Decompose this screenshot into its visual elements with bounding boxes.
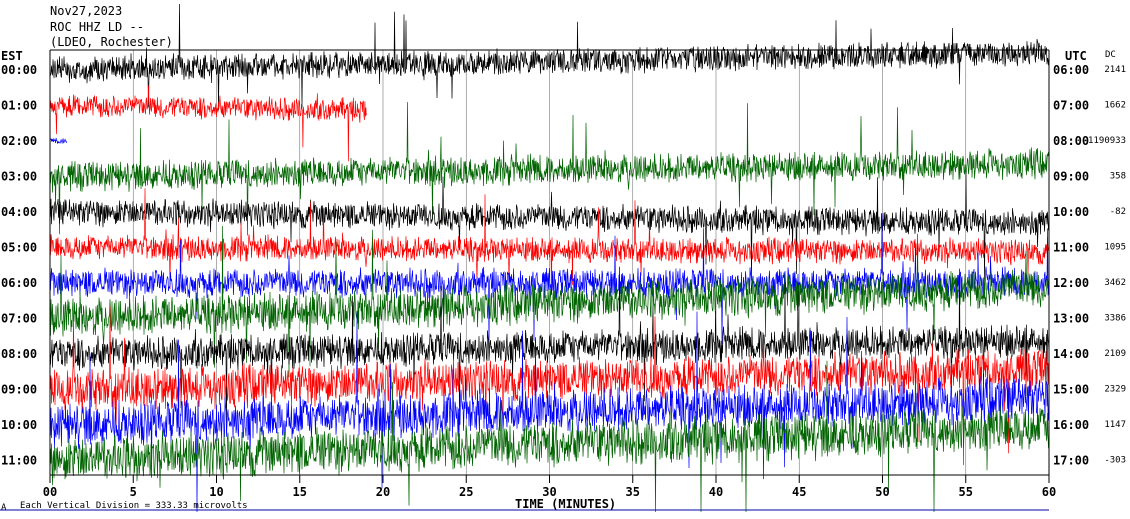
trace-0800	[49, 266, 1050, 427]
est-hour-label-0300: 03:00	[1, 170, 37, 184]
station-code: ROC HHZ LD --	[50, 20, 144, 34]
station-location: (LDEO, Rochester)	[50, 35, 173, 49]
trace-0200	[49, 137, 68, 145]
chart-date: Nov27,2023	[50, 4, 122, 18]
est-hour-label-0900: 09:00	[1, 383, 37, 397]
dc-offset-1: 1662	[1104, 101, 1126, 111]
x-axis-title: TIME (MINUTES)	[515, 497, 616, 511]
utc-hour-label-1300: 13:00	[1053, 312, 1089, 326]
trace-0700	[49, 225, 1050, 378]
dc-offset-4: -82	[1110, 207, 1126, 217]
trace-1100	[49, 345, 1050, 513]
utc-hour-label-0900: 09:00	[1053, 170, 1089, 184]
est-hour-label-0800: 08:00	[1, 347, 37, 361]
est-hour-label-0000: 00:00	[1, 63, 37, 77]
est-hour-label-0100: 01:00	[1, 99, 37, 113]
x-tick-label-55: 55	[959, 485, 973, 499]
utc-hour-label-1500: 15:00	[1053, 383, 1089, 397]
dc-offset-6: 3462	[1104, 278, 1126, 288]
x-tick-label-50: 50	[875, 485, 889, 499]
dc-offset-7: 3386	[1104, 314, 1126, 324]
trace-0000	[49, 3, 1050, 111]
x-tick-label-5: 5	[130, 485, 137, 499]
dc-column-title: DC	[1105, 50, 1116, 60]
utc-axis-title: UTC	[1065, 49, 1087, 63]
x-tick-label-40: 40	[709, 485, 723, 499]
seismic-traces	[49, 3, 1050, 513]
axis-labels: 00 5 10 15 20 25 30 35 40 45 50 55 60 00:00 06:00 2141 0…	[1, 63, 1126, 499]
x-tick-label-35: 35	[626, 485, 640, 499]
est-hour-label-0400: 04:00	[1, 205, 37, 219]
x-tick-label-00: 00	[43, 485, 57, 499]
utc-hour-label-1600: 16:00	[1053, 418, 1089, 432]
est-hour-label-0700: 07:00	[1, 312, 37, 326]
est-hour-label-1100: 11:00	[1, 454, 37, 468]
dc-offset-11: -303	[1104, 456, 1126, 466]
x-tick-label-25: 25	[459, 485, 473, 499]
dc-offset-9: 2329	[1104, 385, 1126, 395]
est-hour-label-0600: 06:00	[1, 276, 37, 290]
dc-offset-10: 1147	[1104, 420, 1126, 430]
x-tick-label-15: 15	[293, 485, 307, 499]
est-hour-label-0200: 02:00	[1, 134, 37, 148]
dc-offset-8: 2109	[1104, 349, 1126, 359]
dc-offset-2: -1190933	[1083, 136, 1126, 146]
trace-1000	[49, 311, 1050, 513]
corner-mark: A	[1, 503, 7, 513]
trace-0900	[49, 305, 1050, 466]
est-hour-label-1000: 10:00	[1, 418, 37, 432]
x-tick-label-45: 45	[792, 485, 806, 499]
utc-hour-label-1100: 11:00	[1053, 241, 1089, 255]
dc-offset-3: 358	[1110, 172, 1126, 182]
trace-0600	[49, 213, 1050, 349]
utc-hour-label-1200: 12:00	[1053, 276, 1089, 290]
utc-hour-label-1000: 10:00	[1053, 205, 1089, 219]
utc-hour-label-0700: 07:00	[1053, 99, 1089, 113]
utc-hour-label-1400: 14:00	[1053, 347, 1089, 361]
x-tick-label-10: 10	[209, 485, 223, 499]
trace-0300	[49, 102, 1050, 236]
utc-hour-label-0800: 08:00	[1053, 134, 1089, 148]
est-axis-title: EST	[1, 49, 23, 63]
est-hour-label-0500: 05:00	[1, 241, 37, 255]
dc-offset-5: 1095	[1104, 243, 1126, 253]
x-tick-label-30: 30	[542, 485, 556, 499]
utc-hour-label-1700: 17:00	[1053, 454, 1089, 468]
x-tick-label-20: 20	[376, 485, 390, 499]
utc-hour-label-0600: 06:00	[1053, 63, 1089, 77]
scale-note: Each Vertical Division = 333.33 microvol…	[20, 501, 248, 511]
x-tick-label-60: 60	[1042, 485, 1056, 499]
trace-0100	[49, 85, 367, 162]
dc-offset-0: 2141	[1104, 65, 1126, 75]
